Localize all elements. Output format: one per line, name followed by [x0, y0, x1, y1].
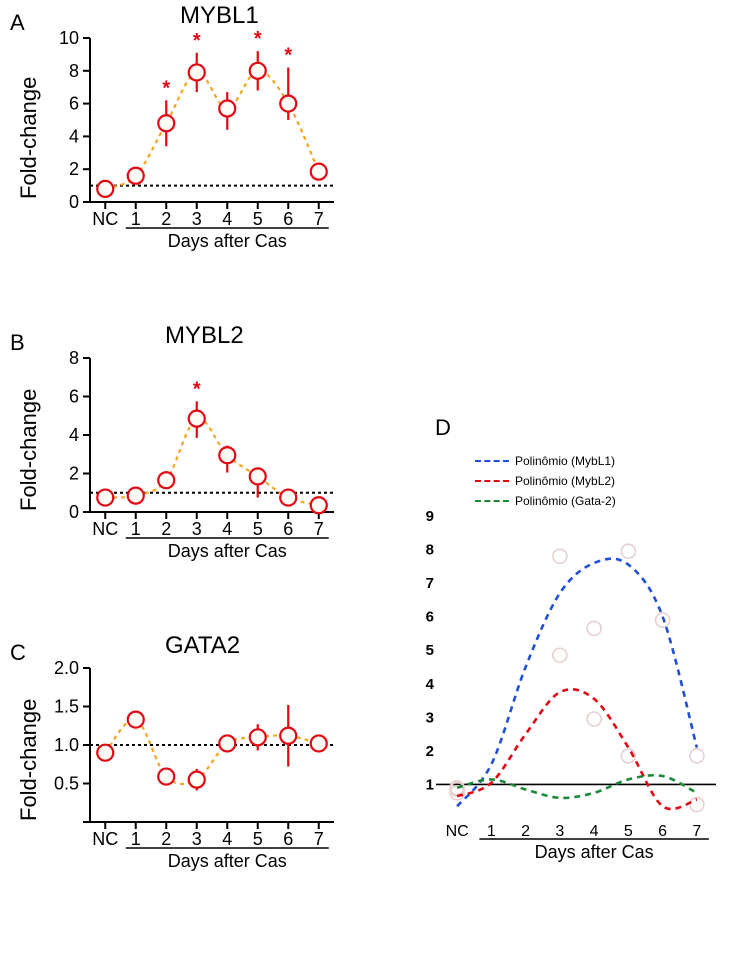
svg-text:2: 2: [161, 519, 171, 539]
svg-text:8: 8: [69, 348, 79, 368]
svg-text:NC: NC: [92, 829, 118, 849]
svg-text:2: 2: [69, 464, 79, 484]
svg-text:6: 6: [69, 94, 79, 114]
panel-C: CGATA2Fold-change0.51.01.52.0NC1234567Da…: [50, 640, 340, 850]
svg-text:5: 5: [253, 519, 263, 539]
svg-text:1.0: 1.0: [54, 735, 79, 755]
y-axis-label: Fold-change: [16, 77, 42, 199]
panel-title: GATA2: [165, 632, 240, 660]
svg-text:8: 8: [69, 61, 79, 81]
svg-text:*: *: [254, 28, 262, 50]
svg-text:4: 4: [222, 519, 232, 539]
x-axis-label: Days after Cas: [126, 851, 329, 872]
svg-text:1: 1: [131, 519, 141, 539]
legend-swatch: [475, 500, 509, 502]
x-axis-label: Days after Cas: [126, 231, 329, 252]
svg-text:3: 3: [192, 209, 202, 229]
svg-text:1: 1: [487, 823, 496, 840]
svg-text:8: 8: [426, 542, 434, 559]
svg-text:0.5: 0.5: [54, 774, 79, 794]
x-axis-label: Days after Cas: [126, 541, 329, 562]
svg-text:6: 6: [283, 209, 293, 229]
svg-text:7: 7: [314, 829, 324, 849]
legend-item: Polinômio (Gata-2): [475, 494, 616, 508]
svg-text:4: 4: [590, 823, 599, 840]
svg-text:2: 2: [521, 823, 530, 840]
panel-title: MYBL2: [165, 322, 244, 350]
legend-label: Polinômio (Gata-2): [515, 494, 616, 508]
svg-text:6: 6: [283, 829, 293, 849]
svg-text:5: 5: [624, 823, 633, 840]
figure-root: AMYBL1Fold-change0246810NC1234567****Day…: [0, 0, 733, 958]
svg-text:7: 7: [426, 575, 434, 592]
svg-text:NC: NC: [92, 519, 118, 539]
legend-swatch: [475, 480, 509, 482]
svg-text:0: 0: [69, 502, 79, 522]
svg-text:3: 3: [192, 829, 202, 849]
legend-label: Polinômio (MybL1): [515, 454, 615, 468]
svg-text:10: 10: [59, 28, 79, 48]
chart-svg: 0.5 1.0 1.5 2.0 NC 12 34 56 7: [50, 640, 340, 850]
svg-text:4: 4: [69, 425, 79, 445]
legend: Polinômio (MybL1) Polinômio (MybL2) Polinô…: [475, 454, 616, 514]
svg-text:0: 0: [69, 192, 79, 212]
y-axis-label: Fold-change: [16, 388, 42, 510]
y-axis-label: Fold-change: [16, 698, 42, 820]
svg-text:5: 5: [253, 209, 263, 229]
svg-text:4: 4: [222, 209, 232, 229]
svg-text:1: 1: [426, 776, 434, 793]
svg-text:3: 3: [192, 519, 202, 539]
panel-label: A: [10, 10, 25, 36]
svg-text:6: 6: [426, 609, 434, 626]
svg-text:2: 2: [161, 829, 171, 849]
svg-text:2: 2: [426, 743, 434, 760]
svg-text:5: 5: [426, 642, 434, 659]
chart-svg: 0246810NC1234567****: [50, 10, 340, 230]
svg-text:3: 3: [426, 709, 434, 726]
legend-label: Polinômio (MybL2): [515, 474, 615, 488]
panel-label: D: [435, 415, 451, 441]
panel-B: BMYBL2Fold-change02468NC1234567*Days aft…: [50, 330, 340, 540]
chart-svg: 02468NC1234567*: [50, 330, 340, 540]
svg-text:NC: NC: [92, 209, 118, 229]
svg-text:9: 9: [426, 510, 434, 525]
svg-text:1: 1: [131, 209, 141, 229]
panel-A: AMYBL1Fold-change0246810NC1234567****Day…: [50, 10, 340, 230]
panel-label: B: [10, 330, 25, 356]
svg-text:3: 3: [555, 823, 564, 840]
svg-text:NC: NC: [446, 823, 469, 840]
panel-label: C: [10, 640, 26, 666]
svg-text:6: 6: [658, 823, 667, 840]
legend-item: Polinômio (MybL1): [475, 454, 616, 468]
svg-text:1.5: 1.5: [54, 697, 79, 717]
svg-text:6: 6: [69, 387, 79, 407]
svg-text:7: 7: [314, 209, 324, 229]
svg-text:*: *: [193, 30, 201, 52]
svg-text:7: 7: [692, 823, 701, 840]
svg-text:2.0: 2.0: [54, 658, 79, 678]
svg-text:2: 2: [161, 209, 171, 229]
panel-D: 123456789NC1234567Days after Cas: [410, 510, 720, 850]
svg-text:1: 1: [131, 829, 141, 849]
legend-swatch: [475, 460, 509, 462]
svg-text:7: 7: [314, 519, 324, 539]
svg-text:*: *: [162, 77, 170, 99]
legend-item: Polinômio (MybL2): [475, 474, 616, 488]
svg-text:4: 4: [426, 676, 435, 693]
svg-text:*: *: [193, 378, 201, 400]
svg-text:6: 6: [283, 519, 293, 539]
svg-text:*: *: [284, 45, 292, 67]
chart-svg: 1 2 3 4 5 6 7 8 9 NC 1 2 3 4 5 6 7: [410, 510, 720, 850]
svg-text:2: 2: [69, 159, 79, 179]
svg-text:5: 5: [253, 829, 263, 849]
svg-text:4: 4: [222, 829, 232, 849]
svg-text:4: 4: [69, 126, 79, 146]
x-axis-label: Days after Cas: [479, 842, 709, 863]
panel-title: MYBL1: [180, 2, 259, 30]
